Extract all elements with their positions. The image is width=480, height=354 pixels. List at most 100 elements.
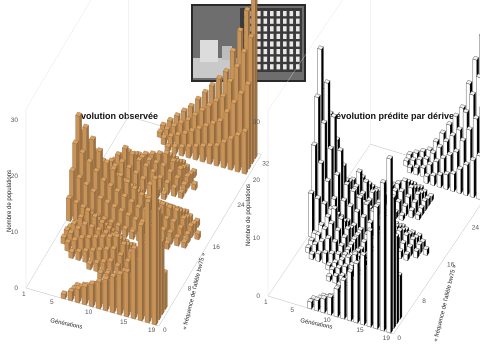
bar bbox=[308, 250, 316, 261]
bar bbox=[81, 282, 89, 306]
bar bbox=[66, 194, 73, 223]
bottle-icon bbox=[289, 11, 294, 17]
bottle-icon bbox=[296, 41, 300, 47]
bar bbox=[398, 211, 406, 222]
bar bbox=[64, 238, 72, 253]
bottle-icon bbox=[289, 26, 294, 32]
chart-title: évolution prédite par dérive bbox=[336, 111, 454, 121]
bottle-icon bbox=[283, 26, 287, 32]
bar bbox=[75, 247, 82, 262]
bar bbox=[463, 161, 470, 197]
freq-tick-label: 0 bbox=[163, 327, 167, 334]
bottle-icon bbox=[283, 64, 287, 70]
gen-tick-label: 19 bbox=[383, 335, 391, 342]
bottle-icon bbox=[257, 49, 261, 55]
bottle-icon bbox=[276, 56, 281, 62]
bar bbox=[386, 155, 393, 334]
bottle-icon bbox=[296, 64, 300, 70]
bottle-icon bbox=[296, 26, 300, 32]
freq-tick-label: 24 bbox=[472, 225, 480, 232]
bar bbox=[320, 295, 327, 314]
bottle-icon bbox=[296, 18, 300, 24]
bar bbox=[137, 221, 145, 322]
freq-tick-label: 16 bbox=[447, 261, 455, 268]
bottle-icon bbox=[257, 56, 261, 62]
gen-tick-label: 10 bbox=[323, 317, 331, 324]
freq-tick-label: 0 bbox=[397, 335, 401, 342]
bottle-icon bbox=[263, 26, 268, 32]
bar bbox=[476, 152, 480, 200]
bar bbox=[109, 272, 117, 314]
bar bbox=[151, 175, 159, 326]
bar bbox=[191, 180, 198, 191]
bar bbox=[67, 287, 75, 302]
bar bbox=[379, 179, 387, 332]
gen-tick-label: 5 bbox=[50, 299, 54, 306]
bar bbox=[443, 170, 450, 191]
bottle-icon bbox=[289, 56, 294, 62]
bar bbox=[403, 157, 410, 168]
bar bbox=[430, 172, 437, 187]
bottle-icon bbox=[276, 64, 281, 70]
bar bbox=[450, 170, 457, 193]
gen-tick-label: 15 bbox=[356, 327, 364, 334]
bar bbox=[130, 244, 138, 320]
bar bbox=[403, 250, 410, 262]
y-tick-label: 10 bbox=[11, 229, 19, 236]
bottle-icon bbox=[276, 26, 281, 32]
bottle-icon bbox=[270, 18, 274, 24]
bar bbox=[406, 163, 414, 174]
bar bbox=[102, 275, 110, 312]
bar bbox=[192, 143, 200, 161]
bottle-icon bbox=[289, 18, 294, 24]
bottle-icon bbox=[263, 49, 268, 55]
bar bbox=[227, 135, 235, 171]
bottle-icon bbox=[283, 18, 287, 24]
bar bbox=[177, 188, 185, 200]
bottle-icon bbox=[296, 49, 300, 55]
bar bbox=[413, 247, 420, 259]
bar bbox=[74, 285, 82, 304]
bottle-icon bbox=[270, 11, 274, 17]
bottle-icon bbox=[263, 18, 268, 24]
bar bbox=[116, 270, 124, 316]
bar bbox=[413, 164, 420, 176]
z-axis-label: « fréquence de l'allèle bw75 » bbox=[433, 264, 458, 343]
bottle-icon bbox=[276, 11, 281, 17]
bar bbox=[97, 269, 104, 280]
y-tick-label: 20 bbox=[253, 177, 261, 184]
bottle-icon bbox=[270, 41, 274, 47]
bottle-icon bbox=[257, 18, 261, 24]
bottle-icon bbox=[276, 49, 281, 55]
bar bbox=[88, 280, 96, 308]
bar bbox=[315, 250, 322, 263]
bar bbox=[144, 198, 152, 324]
bottle-icon bbox=[283, 33, 287, 39]
bar bbox=[122, 224, 129, 239]
freq-tick-label: 8 bbox=[422, 298, 426, 305]
bar bbox=[82, 247, 89, 264]
bar bbox=[123, 267, 131, 318]
bottle-icon bbox=[296, 56, 300, 62]
bar bbox=[164, 239, 171, 251]
y-axis-label: Nombre de populations bbox=[7, 170, 13, 232]
bar bbox=[340, 276, 347, 320]
bar bbox=[93, 259, 100, 273]
bar bbox=[206, 142, 214, 165]
bar bbox=[423, 172, 430, 185]
freq-tick-label: 24 bbox=[237, 202, 245, 209]
bottle-icon bbox=[289, 64, 294, 70]
chart-observed: évolution observée Nombre de populations… bbox=[7, 0, 270, 334]
bar bbox=[456, 165, 463, 195]
bottle-icon bbox=[270, 33, 274, 39]
bottle-icon bbox=[276, 41, 281, 47]
gen-tick-label: 15 bbox=[120, 319, 128, 326]
bar bbox=[160, 189, 168, 201]
bottle-icon bbox=[257, 26, 261, 32]
bar bbox=[171, 143, 179, 155]
bar bbox=[129, 228, 136, 241]
bottle-icon bbox=[263, 33, 268, 39]
bottle-icon bbox=[276, 33, 281, 39]
bottle-icon bbox=[270, 26, 274, 32]
